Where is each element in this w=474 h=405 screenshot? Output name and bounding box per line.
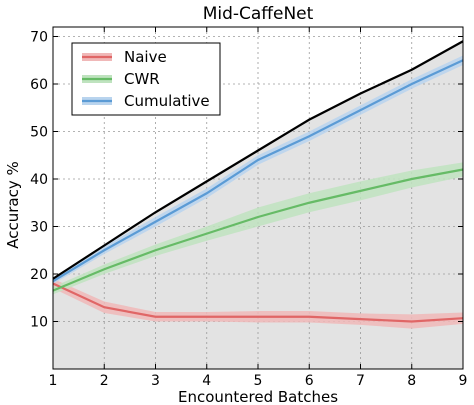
series-line [52,59,464,283]
y-tick-label: 70 [30,30,48,46]
x-axis-title: Encountered Batches [178,388,338,405]
y-tick-label: 40 [30,172,48,188]
x-tick-label: 4 [202,373,211,389]
x-tick-label: 1 [49,373,58,389]
x-tick-label: 9 [459,373,468,389]
x-tick-label: 2 [100,373,109,389]
y-axis-title: Accuracy % [4,161,22,249]
y-tick-label: 50 [30,125,48,141]
x-tick-label: 6 [305,373,314,389]
series-band [53,162,463,295]
legend: Naive CWR Cumulative [71,42,221,116]
chart-title: Mid-CaffeNet [203,4,314,24]
x-tick-label: 3 [151,373,160,389]
y-tick-label: 10 [30,315,48,331]
x-tick-label: 5 [254,373,263,389]
series-line [52,168,464,292]
x-tick-label: 8 [407,373,416,389]
upper-bound-line [52,40,464,280]
series-line [52,282,464,323]
legend-label: Cumulative [124,92,210,110]
y-tick-label: 30 [30,220,48,236]
x-tick-label: 7 [356,373,365,389]
plot-area: 1 2 3 4 5 6 7 8 9 10 20 30 40 50 60 70 [30,26,468,389]
legend-label: Naive [124,48,167,66]
y-tick-label: 20 [30,267,48,283]
y-tick-label: 60 [30,77,48,93]
legend-label: CWR [124,70,160,88]
series-band [53,55,463,284]
